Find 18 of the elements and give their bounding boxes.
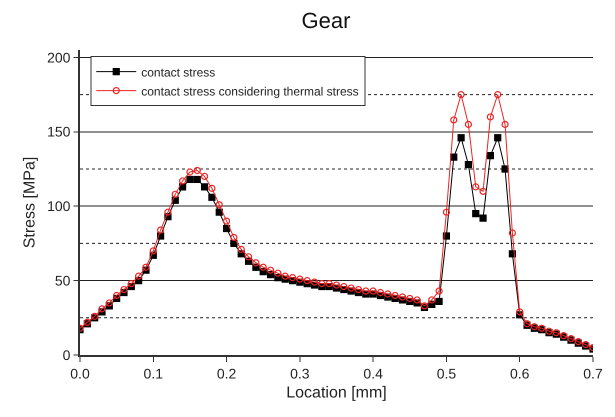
y-tick-label: 100 (47, 198, 71, 214)
x-tick-label: 0.4 (363, 366, 384, 382)
y-axis-title: Stress [MPa] (21, 156, 38, 248)
y-tick-label: 200 (47, 49, 71, 66)
y-tick-label: 50 (54, 272, 71, 289)
legend-label: contact stress considering thermal stress (141, 84, 359, 98)
x-tick-label: 0.6 (510, 366, 530, 382)
x-tick-label: 0.0 (70, 366, 90, 382)
y-tick-label: 0 (62, 346, 71, 363)
x-axis-title: Location [mm] (286, 384, 387, 402)
chart-title: Gear (301, 8, 350, 33)
x-tick-label: 0.7 (583, 366, 603, 382)
x-tick-label: 0.3 (290, 366, 310, 382)
y-tick-label: 150 (47, 124, 71, 140)
x-tick-label: 0.2 (216, 366, 237, 382)
legend-label: contact stress (141, 65, 216, 80)
x-tick-label: 0.1 (144, 366, 164, 382)
x-tick-label: 0.5 (436, 366, 456, 382)
